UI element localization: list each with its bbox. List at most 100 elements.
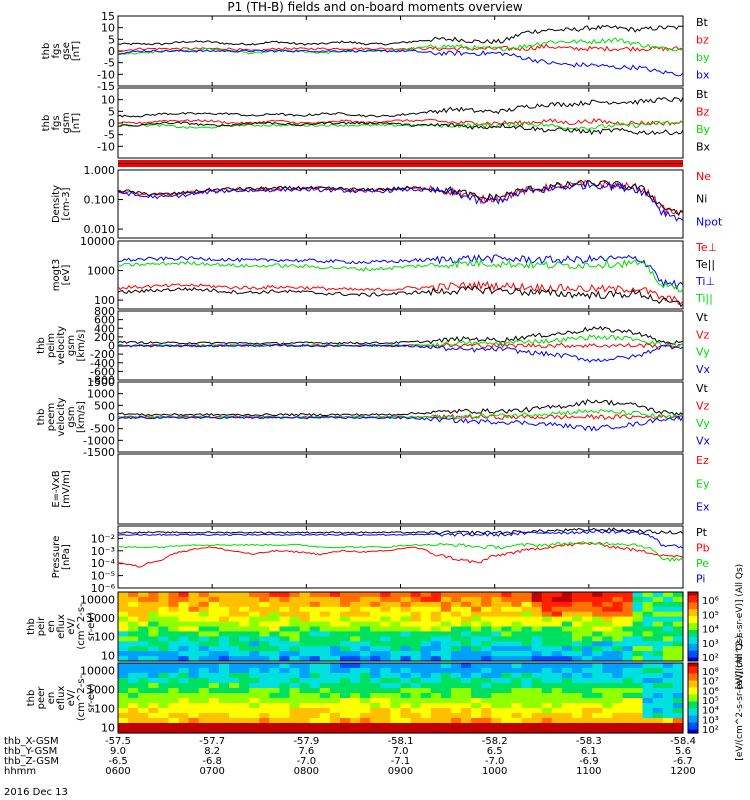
spectrogram-cell-peir_spectrogram xyxy=(269,592,280,598)
spectrogram-cell-peer_spectrogram xyxy=(309,688,321,694)
spectrogram-cell-peir_spectrogram xyxy=(380,631,391,637)
spectrogram-cell-peir_spectrogram xyxy=(461,641,472,647)
spectrogram-cell-peer_spectrogram xyxy=(400,728,412,734)
spectrogram-cell-peir_spectrogram xyxy=(239,611,250,618)
y-axis-label-peim_velocity: velocity xyxy=(56,326,67,365)
spectrogram-cell-peer_spectrogram xyxy=(662,678,674,684)
spectrogram-cell-peir_spectrogram xyxy=(249,592,260,598)
spectrogram-cell-peir_spectrogram xyxy=(461,616,472,623)
spectrogram-cell-peer_spectrogram xyxy=(551,678,563,684)
y-tick-label-fgs_gse: -15 xyxy=(97,80,115,93)
spectrogram-cell-peir_spectrogram xyxy=(229,641,240,647)
spectrogram-cell-peir_spectrogram xyxy=(340,596,351,603)
spectrogram-cell-peer_spectrogram xyxy=(309,703,321,709)
spectrogram-cell-peer_spectrogram xyxy=(329,663,341,669)
legend-peem_velocity-0: Vt xyxy=(696,382,709,395)
spectrogram-cell-peer_spectrogram xyxy=(329,688,341,694)
spectrogram-cell-peir_spectrogram xyxy=(158,596,170,603)
spectrogram-cell-peir_spectrogram xyxy=(188,631,200,637)
spectrogram-cell-peer_spectrogram xyxy=(602,723,613,729)
spectrogram-cell-peer_spectrogram xyxy=(521,673,533,679)
spectrogram-cell-peer_spectrogram xyxy=(340,713,351,719)
spectrogram-cell-peer_spectrogram xyxy=(602,698,613,704)
spectrogram-cell-peir_spectrogram xyxy=(390,646,402,652)
spectrogram-cell-peir_spectrogram xyxy=(390,631,402,637)
spectrogram-cell-peir_spectrogram xyxy=(309,616,321,623)
spectrogram-cell-peer_spectrogram xyxy=(128,718,139,724)
spectrogram-cell-peir_spectrogram xyxy=(622,646,634,652)
spectrogram-cell-peer_spectrogram xyxy=(279,728,291,734)
y-tick-label-fgs_gsm: 10 xyxy=(101,94,115,107)
spectrogram-cell-peer_spectrogram xyxy=(360,688,371,694)
colorbar-tick-peir_spectrogram: 10⁵ xyxy=(702,610,719,621)
y-tick-label-temperature: 10000 xyxy=(80,235,115,248)
spectrogram-cell-peir_spectrogram xyxy=(168,631,180,637)
y-tick-label-fgs_gsm: 0 xyxy=(108,117,115,130)
spectrogram-cell-peir_spectrogram xyxy=(218,656,230,662)
spectrogram-cell-peir_spectrogram xyxy=(410,651,422,657)
spectrogram-cell-peir_spectrogram xyxy=(229,601,240,608)
spectrogram-cell-peir_spectrogram xyxy=(592,656,603,662)
spectrogram-cell-peir_spectrogram xyxy=(269,656,280,662)
spectrogram-cell-peer_spectrogram xyxy=(420,713,432,719)
spectrogram-cell-peer_spectrogram xyxy=(430,673,442,679)
spectrogram-cell-peir_spectrogram xyxy=(299,601,311,608)
spectrogram-cell-peer_spectrogram xyxy=(471,698,482,704)
spectrogram-cell-peer_spectrogram xyxy=(178,663,190,669)
colorbar-segment-peer_spectrogram xyxy=(688,722,698,727)
spectrogram-cell-peir_spectrogram xyxy=(269,596,280,603)
spectrogram-cell-peer_spectrogram xyxy=(572,673,583,679)
spectrogram-cell-peir_spectrogram xyxy=(218,626,230,632)
y-tick-label-peim_velocity: -400 xyxy=(90,357,115,370)
spectrogram-cell-peir_spectrogram xyxy=(622,611,634,618)
y-tick-label-density: 0.100 xyxy=(84,194,116,207)
spectrogram-cell-peer_spectrogram xyxy=(420,678,432,684)
spectrogram-cell-peir_spectrogram xyxy=(561,641,573,647)
panel-frame-efield xyxy=(117,453,684,525)
series-line-fgs_gse-2 xyxy=(117,37,684,55)
ephem-value-2-4: -7.0 xyxy=(485,756,505,767)
spectrogram-cell-peer_spectrogram xyxy=(249,693,260,699)
spectrogram-cell-peir_spectrogram xyxy=(148,601,159,608)
spectrogram-cell-peir_spectrogram xyxy=(450,606,462,613)
spectrogram-cell-peir_spectrogram xyxy=(551,601,563,608)
spectrogram-cell-peir_spectrogram xyxy=(259,611,270,618)
spectrogram-cell-peir_spectrogram xyxy=(360,646,371,652)
colorbar-segment-peir_spectrogram xyxy=(688,592,698,596)
y-tick-label-peem_velocity: -500 xyxy=(90,423,115,436)
ephem-value-1-4: 6.5 xyxy=(487,746,503,757)
spectrogram-cell-peir_spectrogram xyxy=(531,611,543,618)
spectrogram-cell-peer_spectrogram xyxy=(622,703,634,709)
spectrogram-cell-peer_spectrogram xyxy=(420,663,432,669)
spectrogram-cell-peer_spectrogram xyxy=(350,718,361,724)
spectrogram-cell-peer_spectrogram xyxy=(390,703,402,709)
spectrogram-cell-peir_spectrogram xyxy=(551,606,563,613)
spectrogram-cell-peir_spectrogram xyxy=(188,626,200,632)
spectrogram-cell-peer_spectrogram xyxy=(118,693,129,699)
colorbar-frame-peer_spectrogram xyxy=(687,662,699,734)
spectrogram-cell-peer_spectrogram xyxy=(279,698,291,704)
spectrogram-cell-peir_spectrogram xyxy=(360,641,371,647)
colorbar-segment-peer_spectrogram xyxy=(688,705,698,710)
spectrogram-cell-peer_spectrogram xyxy=(400,718,412,724)
spectrogram-cell-peir_spectrogram xyxy=(400,592,412,598)
y-axis-label-peir_spectrogram: eflux xyxy=(56,614,67,639)
spectrogram-cell-peer_spectrogram xyxy=(450,663,462,669)
spectrogram-cell-peir_spectrogram xyxy=(410,606,422,613)
spectrogram-cell-peer_spectrogram xyxy=(471,668,482,674)
spectrogram-cell-peir_spectrogram xyxy=(471,651,482,657)
spectrogram-cell-peer_spectrogram xyxy=(188,728,200,734)
spectrogram-cell-peer_spectrogram xyxy=(632,683,644,689)
spectrogram-cell-peir_spectrogram xyxy=(249,606,260,613)
spectrogram-cell-peer_spectrogram xyxy=(440,713,452,719)
spectrogram-cell-peir_spectrogram xyxy=(319,641,331,647)
spectrogram-cell-peir_spectrogram xyxy=(208,611,220,618)
spectrogram-cell-peer_spectrogram xyxy=(420,683,432,689)
spectrogram-cell-peer_spectrogram xyxy=(440,673,452,679)
y-tick-label-peim_velocity: 800 xyxy=(94,305,115,318)
spectrogram-cell-peer_spectrogram xyxy=(541,668,553,674)
spectrogram-cell-peir_spectrogram xyxy=(501,601,513,608)
spectrogram-cell-peer_spectrogram xyxy=(440,688,452,694)
colorbar-segment-peer_spectrogram xyxy=(688,719,698,724)
legend-fgs_gse-1: bz xyxy=(696,34,709,47)
